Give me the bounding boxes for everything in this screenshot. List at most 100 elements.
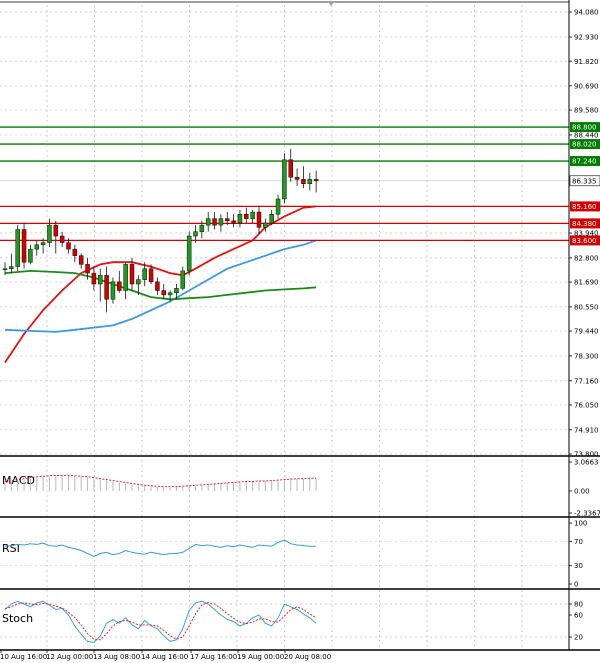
candle-body xyxy=(263,222,268,228)
price-tick-label: 77.160 xyxy=(574,377,599,385)
candle-body xyxy=(269,214,274,224)
candle-body xyxy=(136,279,141,285)
candles-layer xyxy=(2,148,319,313)
level-label: 85.160 xyxy=(572,203,597,211)
candle-body xyxy=(294,176,300,180)
stoch-title: Stoch xyxy=(2,612,33,625)
macd-tick-label: -2.3367 xyxy=(574,510,600,518)
price-tick-label: 91.820 xyxy=(574,58,599,66)
rsi-panel: RSI 100 70 30 0 xyxy=(0,520,587,589)
candle-body xyxy=(174,288,179,293)
rsi-line xyxy=(4,539,317,558)
price-tick-label: 88.440 xyxy=(574,131,599,139)
time-tick-label: 12 Aug 00:00 xyxy=(46,653,93,661)
time-tick-label: 10 Aug 16:00 xyxy=(0,653,47,661)
candle-body xyxy=(91,272,97,285)
stoch-tick-label: 20 xyxy=(574,634,583,642)
level-label: 88.020 xyxy=(572,141,597,149)
candle-body xyxy=(307,179,313,184)
level-label-box xyxy=(570,156,600,167)
time-tick-label: 19 Aug 00:00 xyxy=(237,653,284,661)
candle-body xyxy=(205,218,211,226)
current-price-box xyxy=(569,175,600,187)
candle-body xyxy=(180,270,186,289)
time-tick-label: 13 Aug 08:00 xyxy=(93,653,140,661)
level-label-box xyxy=(570,139,600,150)
level-label-box xyxy=(570,235,600,246)
candle-body xyxy=(53,224,59,237)
candle-body xyxy=(21,229,27,263)
candle-body xyxy=(218,218,224,226)
candle-body xyxy=(288,159,293,178)
price-tick-label: 90.690 xyxy=(574,82,599,90)
price-tick-label: 76.050 xyxy=(574,401,599,409)
stoch-k-line xyxy=(4,600,317,644)
price-axis: 94.080 92.930 91.820 90.690 89.580 88.440 83.9… xyxy=(569,9,599,459)
time-tick-label: 17 Aug 16:00 xyxy=(190,653,237,661)
rsi-tick-label: 70 xyxy=(574,538,583,546)
candle-body xyxy=(34,244,39,250)
candle-body xyxy=(123,264,128,291)
candle-body xyxy=(117,281,122,291)
price-tick-label: 89.580 xyxy=(574,107,599,115)
candle-body xyxy=(199,224,205,232)
price-tick-label: 83.940 xyxy=(574,230,599,238)
candle-body xyxy=(59,235,65,243)
candle-body xyxy=(237,214,243,224)
price-tick-label: 92.930 xyxy=(574,34,599,42)
scroll-marker-icon xyxy=(328,2,334,6)
macd-tick-label: 3.0663 xyxy=(574,459,599,467)
price-tick-label: 94.080 xyxy=(574,9,599,17)
current-price-label: 86.335 xyxy=(572,177,597,185)
candle-body xyxy=(161,290,166,296)
candle-body xyxy=(193,231,198,237)
candle-body xyxy=(98,275,103,285)
price-tick-label: 81.690 xyxy=(574,279,599,287)
level-label-box xyxy=(570,201,600,212)
stoch-tick-label: 60 xyxy=(574,612,583,620)
candle-body xyxy=(142,268,147,280)
level-label-box xyxy=(570,218,600,229)
candle-body xyxy=(148,268,154,283)
time-tick-label: 14 Aug 16:00 xyxy=(141,653,188,661)
candle-body xyxy=(275,198,281,215)
candle-body xyxy=(301,179,306,184)
candle-body xyxy=(72,248,78,256)
candle-body xyxy=(186,235,192,272)
macd-signal-line xyxy=(4,474,317,488)
candle-body xyxy=(9,266,14,269)
candle-body xyxy=(28,248,33,263)
level-label: 83.600 xyxy=(572,237,597,245)
level-label: 88.800 xyxy=(572,124,597,132)
macd-panel: MACD 3.0663 0.00 -2.3367 xyxy=(2,459,600,518)
time-tick-label: 20 Aug 08:00 xyxy=(284,653,331,661)
price-tick-label: 82.800 xyxy=(574,254,599,262)
candle-body xyxy=(2,268,8,270)
macd-title: MACD xyxy=(2,474,35,487)
candle-body xyxy=(129,264,135,285)
price-tick-label: 79.440 xyxy=(574,328,599,336)
price-tick-label: 74.910 xyxy=(574,426,599,434)
rsi-tick-label: 30 xyxy=(574,562,583,570)
level-label: 87.240 xyxy=(572,158,597,166)
level-label: 84.380 xyxy=(572,220,597,228)
candle-body xyxy=(47,224,52,243)
candle-body xyxy=(85,264,90,274)
candle-body xyxy=(250,211,255,219)
candle-body xyxy=(155,281,160,291)
candle-body xyxy=(212,218,217,226)
price-tick-label: 80.550 xyxy=(574,303,599,311)
macd-tick-label: 0.00 xyxy=(574,487,590,495)
candle-body xyxy=(282,159,287,200)
level-label-box xyxy=(570,122,600,133)
candle-body xyxy=(244,214,249,219)
candle-body xyxy=(167,292,173,296)
price-tick-label: 73.800 xyxy=(574,451,599,459)
candle-body xyxy=(231,220,236,224)
candle-body xyxy=(66,242,71,250)
price-tick-label: 78.300 xyxy=(574,352,599,360)
candle-body xyxy=(225,218,230,222)
